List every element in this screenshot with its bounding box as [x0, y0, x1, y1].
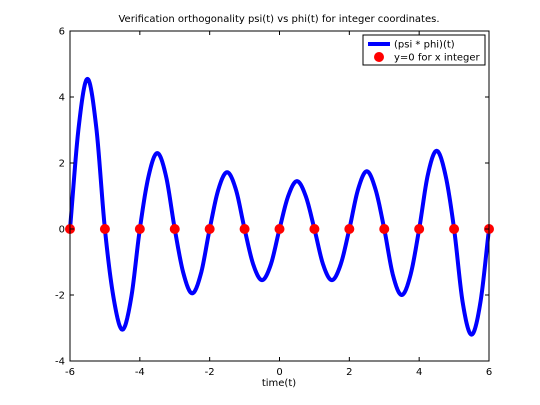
chart-title: Verification orthogonality psi(t) vs phi… — [118, 14, 439, 25]
legend: (psi * phi)(t) y=0 for x integer — [362, 34, 486, 66]
x-axis-label: time(t) — [262, 378, 296, 389]
x-tick-label: -6 — [65, 367, 75, 378]
series-marker-point — [239, 224, 250, 234]
series-marker-point — [344, 224, 355, 234]
y-tick-label: 0 — [59, 225, 65, 236]
series-marker-point — [414, 224, 425, 234]
y-ticks-layer: -4 -2 0 2 4 6 — [55, 27, 489, 368]
series-marker-point — [379, 224, 390, 234]
x-tick-label: 6 — [486, 367, 492, 378]
plot-area — [70, 31, 489, 361]
x-tick-label: 2 — [346, 367, 352, 378]
legend-marker-swatch — [374, 52, 384, 62]
series-marker-point — [169, 224, 180, 234]
y-tick-label: 6 — [59, 27, 65, 38]
legend-label-line: (psi * phi)(t) — [394, 40, 455, 51]
y-tick-label: -2 — [55, 291, 65, 302]
y-tick-label: 4 — [59, 93, 65, 104]
x-tick-label: -2 — [205, 367, 215, 378]
y-tick-label: 2 — [59, 159, 65, 170]
x-ticks-layer: -6 -4 -2 0 2 4 6 — [65, 31, 492, 378]
x-tick-label: -4 — [135, 367, 145, 378]
series-marker-point — [99, 224, 110, 234]
series-marker-point — [309, 224, 320, 234]
marker-layer — [65, 224, 494, 234]
x-tick-label: 4 — [416, 367, 422, 378]
series-marker-point — [204, 224, 215, 234]
series-marker-point — [134, 224, 145, 234]
y-tick-label: -4 — [55, 357, 65, 368]
series-marker-point — [449, 224, 460, 234]
legend-box — [362, 34, 486, 66]
x-tick-label: 0 — [276, 367, 282, 378]
series-marker-point — [274, 224, 285, 234]
legend-label-markers: y=0 for x integer — [394, 53, 481, 64]
